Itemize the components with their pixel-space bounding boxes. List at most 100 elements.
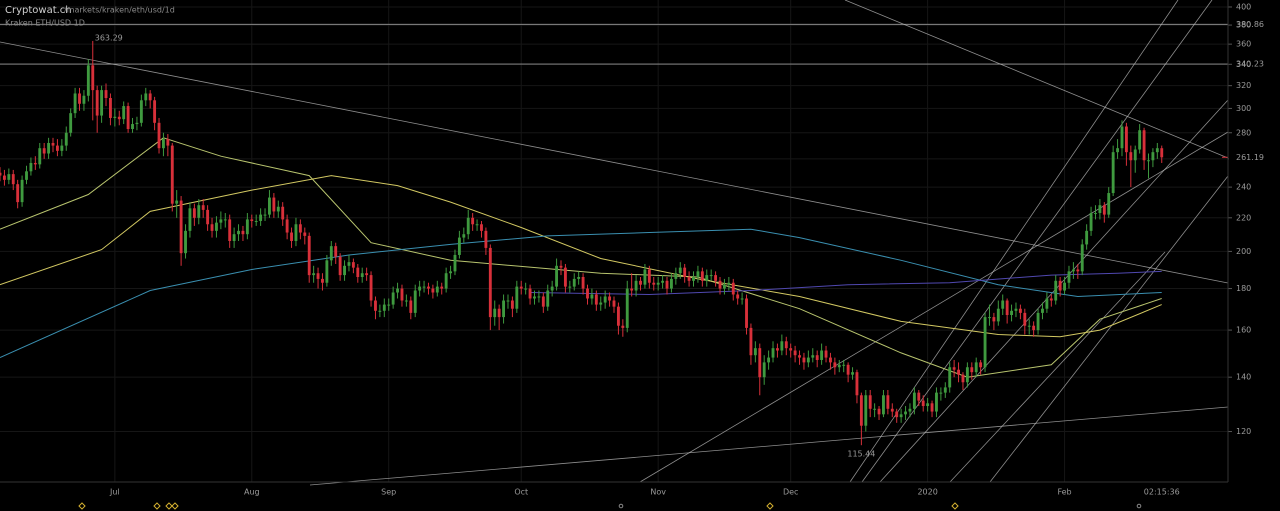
candle-body [263, 214, 267, 216]
candle-body [1067, 271, 1071, 283]
candle-body [608, 296, 612, 301]
candle-body [488, 247, 492, 318]
candle-body [979, 362, 983, 368]
candle-body [427, 286, 430, 289]
candle-body [886, 395, 890, 409]
candle-body [409, 300, 413, 313]
trend-lines [0, 0, 1229, 486]
y-tick-label: 240 [1236, 183, 1251, 192]
candle-body [250, 219, 254, 222]
candle-body [506, 300, 510, 302]
y-tick-label: 120 [1236, 427, 1251, 436]
candle-body [73, 93, 77, 114]
candle-body [2, 175, 6, 180]
candle-body [577, 276, 581, 279]
candle-body [82, 95, 86, 104]
candle-body [418, 286, 422, 291]
trend-line [949, 251, 1166, 483]
candle-body [868, 395, 872, 409]
candle-body [268, 197, 271, 215]
candle-body [334, 246, 338, 257]
candle-body [104, 90, 108, 99]
y-tick-label: 360 [1236, 40, 1251, 49]
candle-body [391, 292, 395, 305]
candle-body [7, 174, 11, 180]
candle-body [1010, 310, 1013, 315]
candle-body [215, 222, 218, 231]
candle-body [1098, 205, 1102, 214]
candle-body [100, 90, 104, 116]
x-tick-label: Jul [109, 488, 120, 497]
candle-body [974, 362, 978, 373]
candle-body [497, 308, 501, 318]
candle-body [25, 171, 28, 180]
event-marker [78, 502, 86, 510]
candle-body [38, 148, 42, 165]
candle-body [396, 288, 399, 293]
candle-body [851, 372, 854, 375]
candle-body [272, 197, 276, 212]
candle-body [789, 348, 793, 351]
moving-average [0, 137, 1162, 378]
candle-body [970, 367, 974, 373]
candle-body [440, 286, 444, 289]
candle-body [965, 367, 969, 383]
candle-body [811, 355, 815, 358]
candle-body [859, 395, 863, 426]
y-tick-label: 160 [1236, 326, 1251, 335]
candle-body [86, 65, 90, 96]
candle-body [882, 395, 885, 415]
candle-body [374, 300, 377, 311]
candle-body [762, 362, 766, 378]
candle-body [546, 290, 550, 307]
candle-body [245, 219, 249, 235]
candle-body [1041, 308, 1044, 313]
candle-body [864, 395, 868, 426]
candle-body [873, 408, 877, 410]
labels: 1201401601802002202402602803003203403603… [95, 2, 1269, 497]
candle-body [484, 230, 488, 248]
candle-body [550, 286, 554, 291]
candle-body [877, 408, 881, 415]
x-tick-label: Aug [244, 488, 260, 497]
candle-body [722, 284, 726, 289]
candle-body [1107, 193, 1111, 215]
candle-body [524, 288, 528, 290]
candle-body [1045, 298, 1049, 309]
candle-body [528, 288, 532, 299]
y-tick-label: 340 [1236, 60, 1251, 69]
candle-body [365, 273, 369, 276]
candle-body [996, 308, 1000, 322]
candle-body [643, 269, 647, 285]
candle-body [541, 296, 545, 307]
event-markers [78, 502, 1142, 510]
candle-body [382, 304, 386, 311]
candle-body [184, 230, 187, 254]
candle-body [586, 288, 589, 299]
candle-body [634, 280, 638, 291]
candle-body [855, 372, 859, 396]
candle-body [241, 230, 245, 235]
candle-body [829, 357, 832, 363]
candle-body [449, 271, 452, 274]
candle-body [952, 367, 956, 370]
candle-body [1089, 213, 1093, 231]
candle-body [705, 275, 709, 281]
last-price-label: 261.19 [1236, 153, 1264, 162]
candle-body [1094, 213, 1097, 215]
candle-body [912, 392, 916, 409]
candle-body [404, 300, 408, 302]
candle-body [824, 350, 828, 358]
candle-body [33, 162, 37, 165]
candle-body [400, 288, 404, 301]
last-price-box [1229, 151, 1269, 164]
candle-body [1160, 148, 1164, 158]
candle-body [139, 100, 143, 123]
candle-body [802, 357, 806, 363]
candle-body [321, 278, 324, 283]
candle-body [798, 355, 801, 358]
candle-body [307, 235, 311, 276]
candle-body [793, 350, 797, 356]
candle-body [131, 124, 134, 129]
candle-body [69, 113, 73, 133]
